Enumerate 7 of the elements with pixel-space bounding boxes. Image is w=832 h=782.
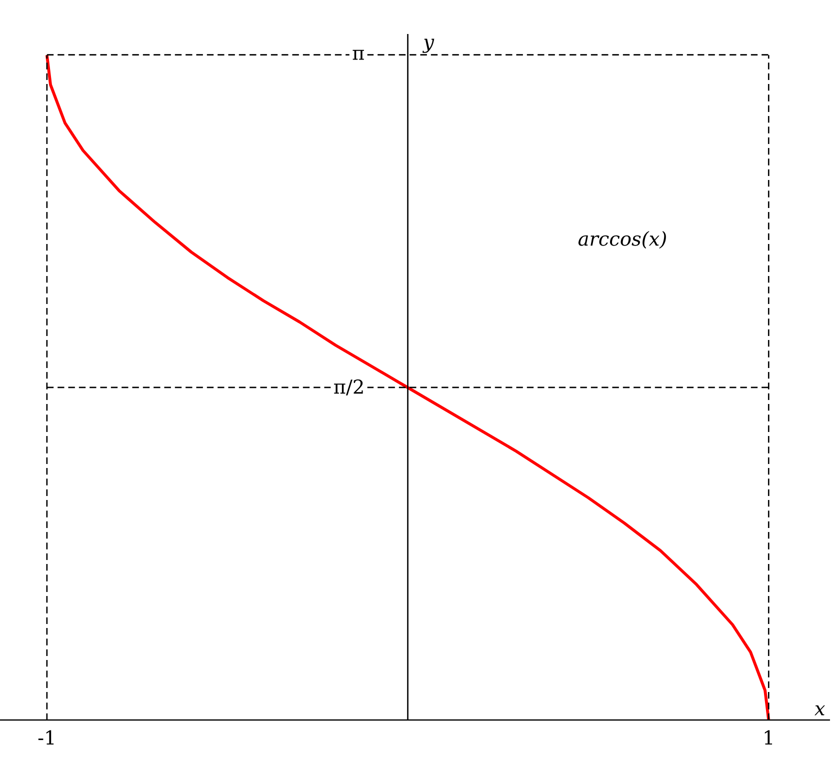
x-tick-label: -1 — [38, 730, 54, 744]
y-tick-label: π — [352, 50, 364, 60]
y-tick-label: π/2 — [334, 379, 363, 396]
x-axis-title: x — [814, 705, 825, 716]
text: arccos(x) — [578, 231, 666, 249]
x-tick-label: 1 — [764, 730, 772, 744]
y-axis-title: y — [422, 38, 434, 53]
